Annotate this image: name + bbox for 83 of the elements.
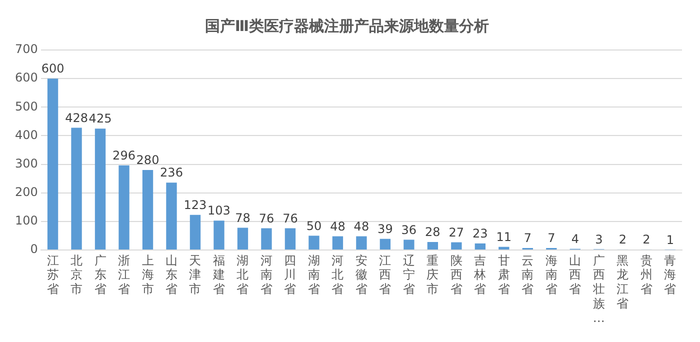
bar [142, 170, 154, 250]
data-label: 425 [88, 112, 112, 126]
data-label: 2 [618, 232, 626, 247]
data-label: 2 [642, 232, 650, 247]
data-label: 48 [330, 219, 346, 234]
data-label: 36 [401, 222, 417, 237]
bar [474, 243, 486, 250]
x-tick-label: 山东省 [166, 253, 178, 296]
bar [71, 128, 82, 250]
data-label: 78 [235, 210, 250, 225]
data-label: 600 [41, 62, 64, 76]
x-tick-label: 安徽省 [355, 253, 368, 296]
x-tick-label: 青海省 [664, 253, 676, 296]
bar [380, 238, 391, 250]
x-tick-label: 海南省 [545, 253, 558, 296]
x-tick-label: 福建省 [212, 253, 225, 296]
data-label: 39 [378, 222, 393, 236]
data-label: 236 [160, 166, 183, 180]
data-label: 23 [472, 226, 488, 241]
data-label: 280 [136, 153, 160, 168]
y-tick-label: 0 [30, 242, 38, 256]
data-label: 123 [184, 198, 207, 212]
x-tick-label: 云南省 [522, 253, 534, 296]
x-tick-label: 山西省 [569, 253, 582, 296]
data-label: 4 [571, 232, 579, 246]
data-label: 48 [354, 219, 370, 234]
x-tick-label: 河北省 [332, 253, 344, 296]
data-label: 1 [666, 232, 674, 247]
bar [190, 214, 201, 250]
x-tick-label: 辽宁省 [402, 253, 415, 296]
x-tick-label: 广西壮族… [592, 253, 605, 325]
data-label: 428 [65, 110, 88, 125]
data-label: 296 [112, 148, 136, 163]
x-tick-label: 天津市 [189, 253, 202, 296]
y-tick-label: 700 [15, 42, 38, 56]
data-label: 11 [496, 230, 512, 244]
y-tick-label: 200 [15, 184, 38, 199]
x-tick-label: 湖南省 [308, 253, 320, 296]
y-tick-label: 300 [15, 156, 38, 170]
x-tick-label: 黑龙江省 [616, 253, 629, 311]
data-label: 50 [306, 218, 322, 233]
data-label: 103 [208, 204, 230, 218]
x-tick-label: 甘肃省 [498, 253, 510, 296]
y-tick-label: 400 [15, 128, 38, 142]
x-tick-label: 浙江省 [118, 253, 130, 296]
bar [118, 165, 130, 250]
data-label: 76 [258, 211, 274, 226]
bar [284, 228, 296, 250]
data-label: 3 [595, 232, 603, 246]
bar [308, 236, 320, 250]
bar [332, 236, 344, 250]
bar [261, 228, 272, 250]
x-tick-label: 上海市 [142, 253, 154, 296]
data-label: 28 [425, 225, 440, 240]
y-tick-label: 100 [15, 214, 38, 228]
x-tick-label: 江西省 [379, 253, 392, 296]
x-tick-label: 陕西省 [450, 253, 462, 296]
y-tick-label: 600 [15, 70, 38, 85]
x-tick-label: 江苏省 [46, 253, 59, 296]
bar [47, 78, 58, 250]
chart-title: 国产Ⅲ类医疗器械注册产品来源地数量分析 [204, 16, 490, 35]
bar [166, 182, 177, 250]
bar [427, 242, 438, 250]
data-label: 27 [448, 225, 464, 240]
bar [404, 240, 414, 250]
bar [214, 220, 224, 250]
x-tick-label: 北京市 [70, 253, 83, 296]
bar [237, 228, 248, 250]
x-tick-label: 四川省 [284, 253, 296, 296]
x-tick-label: 湖北省 [236, 253, 249, 296]
x-tick-label: 贵州省 [640, 253, 652, 296]
bar [94, 128, 106, 250]
x-tick-label: 重庆市 [426, 253, 439, 296]
data-label: 7 [548, 231, 556, 246]
y-tick-label: 500 [15, 99, 38, 114]
bar [498, 246, 510, 250]
data-label: 7 [524, 231, 532, 246]
bar [356, 236, 367, 250]
x-tick-label: 广东省 [94, 253, 106, 296]
x-tick-label: 吉林省 [473, 253, 486, 296]
x-tick-label: 河南省 [260, 253, 272, 296]
bar [451, 242, 462, 250]
data-label: 76 [282, 211, 298, 226]
